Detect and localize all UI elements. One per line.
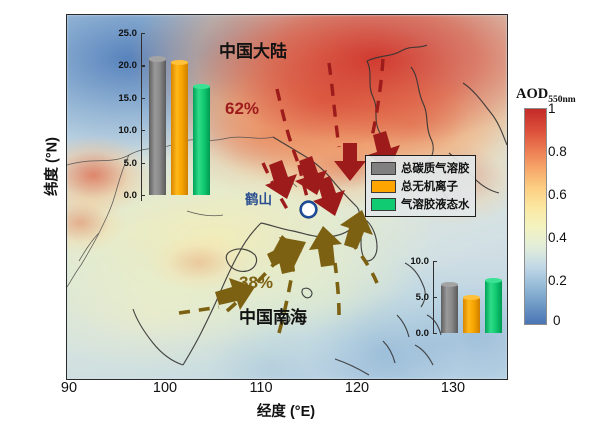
inset1-bar-liquid-water	[193, 83, 210, 195]
x-tick-120-label: 120	[344, 380, 370, 396]
inset1-y-axis	[141, 33, 143, 201]
inset1-bar-inorganic-cap	[171, 59, 188, 65]
chart-legend: 总碳质气溶胶 总无机离子 气溶胶液态水	[365, 155, 477, 217]
label-percent-north: 62%	[225, 99, 260, 118]
x-tick-130: 130	[433, 373, 473, 396]
inset1-bars	[149, 33, 210, 195]
label-mainland-china: 中国大陆	[219, 42, 287, 61]
inset-chart-northerly: 25.0 20.0 15.0 10.0 5.0 0.0	[91, 27, 219, 209]
colorbar-tick-0.4: 0.4	[548, 230, 567, 245]
legend-label-inorganic: 总无机离子	[401, 181, 458, 193]
inset1-bar-carbonaceous-cap	[149, 56, 166, 62]
legend-label-carbonaceous: 总碳质气溶胶	[401, 163, 470, 175]
colorbar-title-main: AOD	[516, 86, 549, 102]
colorbar-title: AOD550nm	[516, 86, 576, 105]
inset2-tickmark-10	[433, 261, 437, 263]
colorbar-tick-0.8: 0.8	[548, 144, 567, 159]
inset1-tick-15: 15.0	[118, 92, 137, 104]
inset2-tick-5: 5.0	[415, 292, 429, 303]
inset2-tick-10: 10.0	[410, 256, 429, 267]
x-tick-100: 100	[145, 373, 185, 396]
inset2-bar-inorganic-cap	[463, 295, 480, 301]
legend-swatch-carbonaceous	[371, 161, 396, 175]
inset2-bars	[441, 261, 502, 333]
label-south-china-sea: 中国南海	[239, 308, 307, 327]
inset1-tickmark-10	[141, 130, 145, 132]
legend-item-liquid-water: 气溶胶液态水	[371, 196, 469, 212]
x-tick-90-label: 90	[60, 380, 78, 396]
x-tick-110-label: 110	[249, 380, 273, 396]
label-percent-south: 38%	[239, 273, 274, 292]
inset1-bar-carbonaceous	[149, 56, 166, 195]
inset1-tick-0: 0.0	[123, 190, 137, 201]
inset1-tick-5: 5.0	[123, 157, 137, 169]
legend-label-liquid-water: 气溶胶液态水	[401, 199, 470, 211]
colorbar-gradient	[524, 108, 547, 325]
site-marker-heshan[interactable]	[300, 201, 317, 218]
inset1-tickmark-25	[141, 33, 145, 35]
colorbar-tick-0: 0	[553, 313, 561, 328]
inset2-bar-carbonaceous	[441, 282, 458, 333]
map-plot-area: 中国大陆 中国南海 62% 38% 鹤山 25.0 20.0 15.0 10.0…	[66, 14, 508, 380]
inset2-bar-liquid-water	[485, 277, 502, 333]
x-axis-label: 经度 (°E)	[256, 404, 316, 420]
x-tick-100-label: 100	[152, 380, 178, 396]
colorbar-title-sub: 550nm	[548, 94, 576, 105]
inset1-tickmark-0	[141, 195, 145, 197]
legend-item-carbonaceous: 总碳质气溶胶	[371, 160, 469, 176]
legend-swatch-liquid-water	[371, 197, 396, 211]
inset2-tick-0: 0.0	[415, 328, 429, 339]
inset1-bar-liquid-water-cap	[193, 83, 210, 89]
colorbar-tick-1: 1	[548, 101, 556, 116]
inset1-tick-10: 10.0	[118, 125, 137, 137]
x-tick-90: 90	[49, 373, 89, 396]
x-tick-120: 120	[337, 373, 377, 396]
inset2-tickmark-0	[433, 333, 437, 335]
colorbar-tick-0.2: 0.2	[548, 273, 567, 288]
legend-item-inorganic: 总无机离子	[371, 178, 469, 194]
inset1-tickmark-5	[141, 162, 145, 164]
x-tick-130-label: 130	[440, 380, 466, 396]
inset1-tick-25: 25.0	[118, 28, 137, 39]
inset1-tick-20: 20.0	[118, 60, 137, 72]
site-label-heshan: 鹤山	[245, 192, 272, 207]
inset1-tickmark-15	[141, 97, 145, 100]
inset2-bar-carbonaceous-cap	[441, 282, 458, 288]
inset-chart-southerly: 10.0 5.0 0.0	[383, 253, 507, 355]
inset2-bar-liquid-water-cap	[485, 277, 502, 283]
inset1-bar-inorganic	[171, 59, 188, 195]
legend-swatch-inorganic	[371, 179, 396, 193]
inset2-tickmark-5	[433, 297, 437, 299]
x-tick-110: 110	[241, 373, 281, 396]
colorbar-tick-0.6: 0.6	[548, 187, 567, 202]
inset2-bar-inorganic	[463, 295, 480, 333]
inset1-tickmark-20	[141, 65, 145, 67]
